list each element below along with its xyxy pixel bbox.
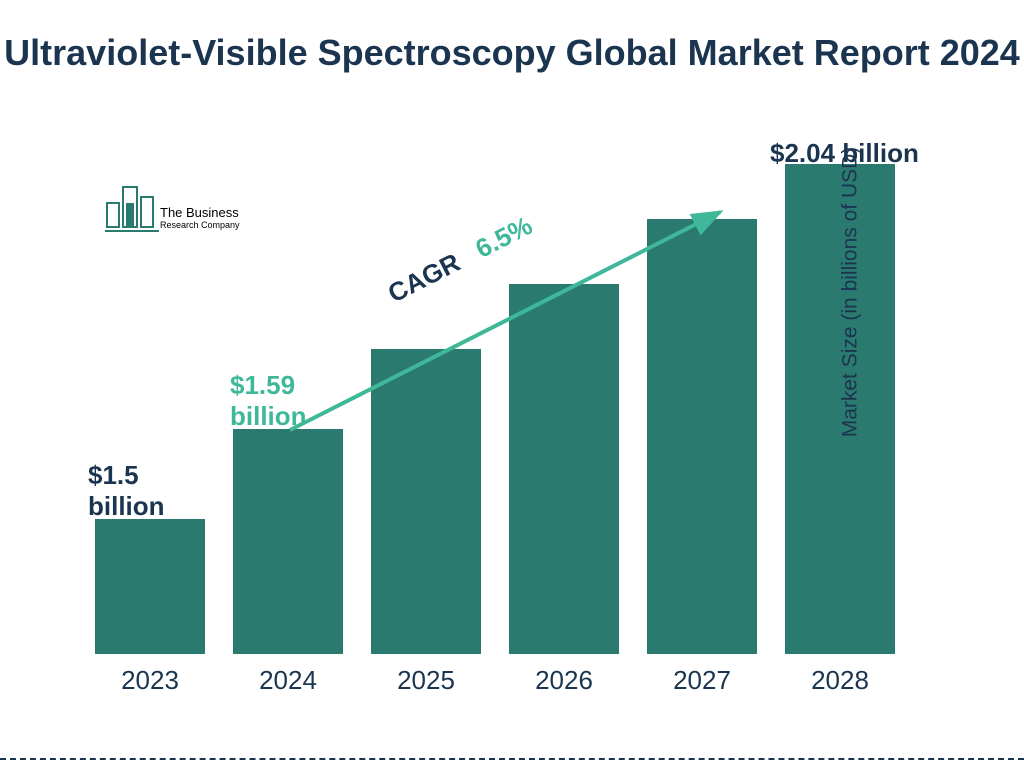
xlabel: 2028 [780,665,900,696]
xlabel: 2027 [642,665,762,696]
value-label-2028: $2.04 billion [770,138,980,169]
bar [371,349,481,654]
bar-2027 [642,219,762,654]
xlabel: 2025 [366,665,486,696]
xlabel: 2024 [228,665,348,696]
y-axis-label: Market Size (in billions of USD) [839,147,863,438]
xlabel: 2026 [504,665,624,696]
xlabel: 2023 [90,665,210,696]
bar-2024 [228,429,348,654]
bar [233,429,343,654]
x-axis-labels: 2023 2024 2025 2026 2027 2028 [80,665,910,696]
value-label-2023: $1.5 billion [88,460,218,522]
bar-2026 [504,284,624,654]
bar [647,219,757,654]
bar [509,284,619,654]
bar-2023 [90,519,210,654]
bar-2025 [366,349,486,654]
value-label-2024: $1.59 billion [230,370,360,432]
page-title: Ultraviolet-Visible Spectroscopy Global … [0,30,1024,75]
chart-container: Ultraviolet-Visible Spectroscopy Global … [0,0,1024,768]
bar [95,519,205,654]
bottom-divider [0,758,1024,760]
